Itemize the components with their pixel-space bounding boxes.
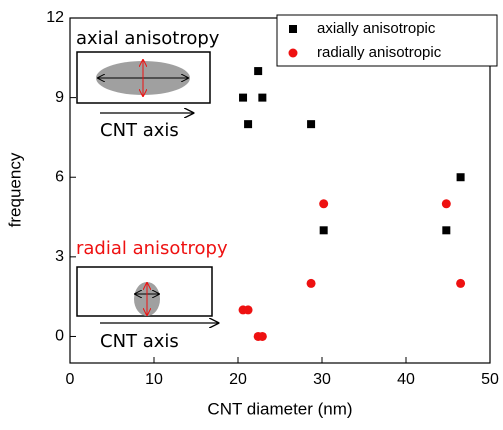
point	[319, 199, 329, 209]
legend-marker	[289, 25, 297, 33]
legend-label: axially anisotropic	[317, 20, 436, 37]
point	[306, 278, 316, 288]
point	[243, 305, 253, 315]
annotation: CNT axis	[100, 331, 179, 352]
y-axis-label: frequency	[5, 152, 24, 227]
point	[244, 120, 253, 129]
x-tick-label: 10	[145, 371, 163, 388]
point	[258, 93, 267, 102]
point	[307, 120, 316, 129]
y-tick-label: 3	[55, 248, 64, 265]
y-tick-label: 0	[55, 328, 64, 345]
y-tick-label: 12	[46, 9, 64, 26]
annotation: radial anisotropy	[76, 238, 228, 259]
point	[319, 226, 328, 235]
x-tick-label: 40	[397, 371, 415, 388]
legend-label: radially anisotropic	[317, 44, 442, 61]
legend-marker	[288, 48, 298, 58]
y-tick-label: 9	[55, 89, 64, 106]
x-tick-label: 30	[313, 371, 331, 388]
radial-inset: radial anisotropy CNT axis	[76, 238, 228, 352]
annotation: CNT axis	[100, 120, 179, 141]
axial-inset: axial anisotropy CNT axis	[76, 28, 220, 141]
point	[442, 226, 451, 235]
point	[456, 278, 466, 288]
x-axis-label: CNT diameter (nm)	[207, 399, 352, 418]
point	[456, 173, 465, 182]
point	[441, 199, 451, 209]
point	[254, 67, 263, 76]
x-tick-label: 20	[229, 371, 247, 388]
x-tick-label: 50	[481, 371, 499, 388]
point	[239, 93, 248, 102]
y-tick-label: 6	[55, 168, 64, 185]
x-tick-label: 0	[66, 371, 75, 388]
legend-box	[276, 14, 498, 67]
point	[257, 331, 267, 341]
annotation: axial anisotropy	[76, 28, 220, 49]
